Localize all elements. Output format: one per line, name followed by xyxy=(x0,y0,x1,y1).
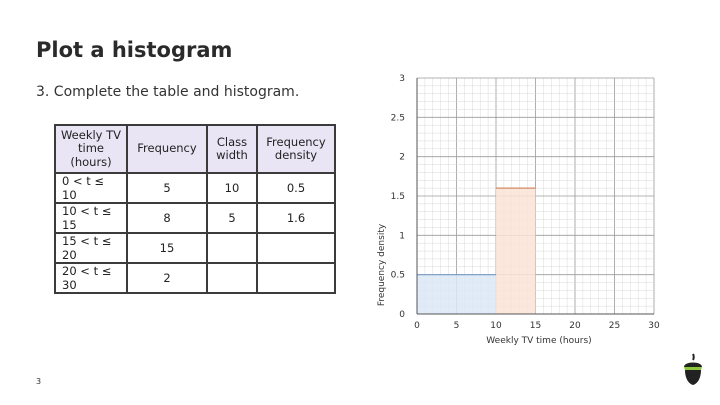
page-number: 3 xyxy=(36,377,42,386)
table-header-row: Weekly TV time (hours) Frequency Class w… xyxy=(54,124,336,174)
x-tick-label: 30 xyxy=(648,321,660,331)
histogram-bar xyxy=(417,274,496,314)
x-tick-label: 15 xyxy=(530,321,541,331)
chart-tick-labels: 0 5 10 15 20 25 30 0 0.5 1 1.5 2 2.5 3 xyxy=(391,74,660,331)
y-tick-label: 1.5 xyxy=(391,192,405,202)
histogram-bar xyxy=(496,188,536,314)
cell-frequency: 8 xyxy=(126,202,208,234)
x-tick-label: 10 xyxy=(490,321,502,331)
cell-frequency-density[interactable]: 0.5 xyxy=(256,172,336,204)
header-frequency: Frequency xyxy=(126,124,208,174)
cell-frequency: 2 xyxy=(126,262,208,294)
y-tick-label: 3 xyxy=(399,74,405,84)
cell-class-width[interactable]: 5 xyxy=(206,202,258,234)
table-row: 10 < t ≤ 15 8 5 1.6 xyxy=(54,202,336,234)
table-row: 20 < t ≤ 30 2 xyxy=(54,262,336,294)
table-row: 0 < t ≤ 10 5 10 0.5 xyxy=(54,172,336,204)
y-axis-label: Frequency density xyxy=(377,223,387,306)
x-tick-label: 20 xyxy=(569,321,581,331)
slide-title: Plot a histogram xyxy=(36,38,233,62)
x-tick-label: 0 xyxy=(414,321,420,331)
acorn-icon xyxy=(684,353,702,385)
cell-class-width[interactable] xyxy=(206,232,258,264)
histogram-chart: 0 5 10 15 20 25 30 0 0.5 1 1.5 2 2.5 3 Weekly TV time… xyxy=(377,74,660,346)
cell-frequency-density[interactable] xyxy=(256,262,336,294)
cell-class-width[interactable] xyxy=(206,262,258,294)
y-tick-label: 0 xyxy=(399,310,405,320)
chart-axes xyxy=(416,78,654,315)
header-weekly-tv-time: Weekly TV time (hours) xyxy=(54,124,128,174)
frequency-table: Weekly TV time (hours) Frequency Class w… xyxy=(54,124,336,294)
table-row: 15 < t ≤ 20 15 xyxy=(54,232,336,264)
cell-frequency: 15 xyxy=(126,232,208,264)
cell-interval: 0 < t ≤ 10 xyxy=(54,172,128,204)
cell-interval: 10 < t ≤ 15 xyxy=(54,202,128,234)
question-text: 3. Complete the table and histogram. xyxy=(36,84,300,100)
cell-frequency-density[interactable] xyxy=(256,232,336,264)
cell-frequency-density[interactable]: 1.6 xyxy=(256,202,336,234)
cell-interval: 20 < t ≤ 30 xyxy=(54,262,128,294)
cell-class-width[interactable]: 10 xyxy=(206,172,258,204)
cell-interval: 15 < t ≤ 20 xyxy=(54,232,128,264)
x-tick-label: 5 xyxy=(454,321,460,331)
cell-frequency: 5 xyxy=(126,172,208,204)
y-tick-label: 1 xyxy=(399,231,405,241)
y-tick-label: 0.5 xyxy=(391,271,405,281)
header-class-width: Class width xyxy=(206,124,258,174)
x-axis-label: Weekly TV time (hours) xyxy=(486,336,591,346)
y-tick-label: 2 xyxy=(399,153,405,163)
chart-bars xyxy=(417,187,536,314)
x-tick-label: 25 xyxy=(609,321,620,331)
y-tick-label: 2.5 xyxy=(391,113,405,123)
header-frequency-density: Frequency density xyxy=(256,124,336,174)
